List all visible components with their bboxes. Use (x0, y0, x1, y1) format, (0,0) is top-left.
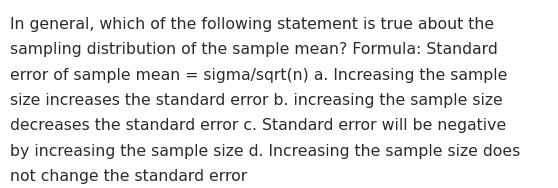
Text: not change the standard error: not change the standard error (10, 169, 247, 184)
Text: decreases the standard error c. Standard error will be negative: decreases the standard error c. Standard… (10, 118, 506, 133)
Text: sampling distribution of the sample mean? Formula: Standard: sampling distribution of the sample mean… (10, 42, 498, 57)
Text: by increasing the sample size d. Increasing the sample size does: by increasing the sample size d. Increas… (10, 144, 520, 159)
Text: size increases the standard error b. increasing the sample size: size increases the standard error b. inc… (10, 93, 503, 108)
Text: In general, which of the following statement is true about the: In general, which of the following state… (10, 17, 494, 32)
Text: error of sample mean = sigma/sqrt(n) a. Increasing the sample: error of sample mean = sigma/sqrt(n) a. … (10, 68, 507, 83)
